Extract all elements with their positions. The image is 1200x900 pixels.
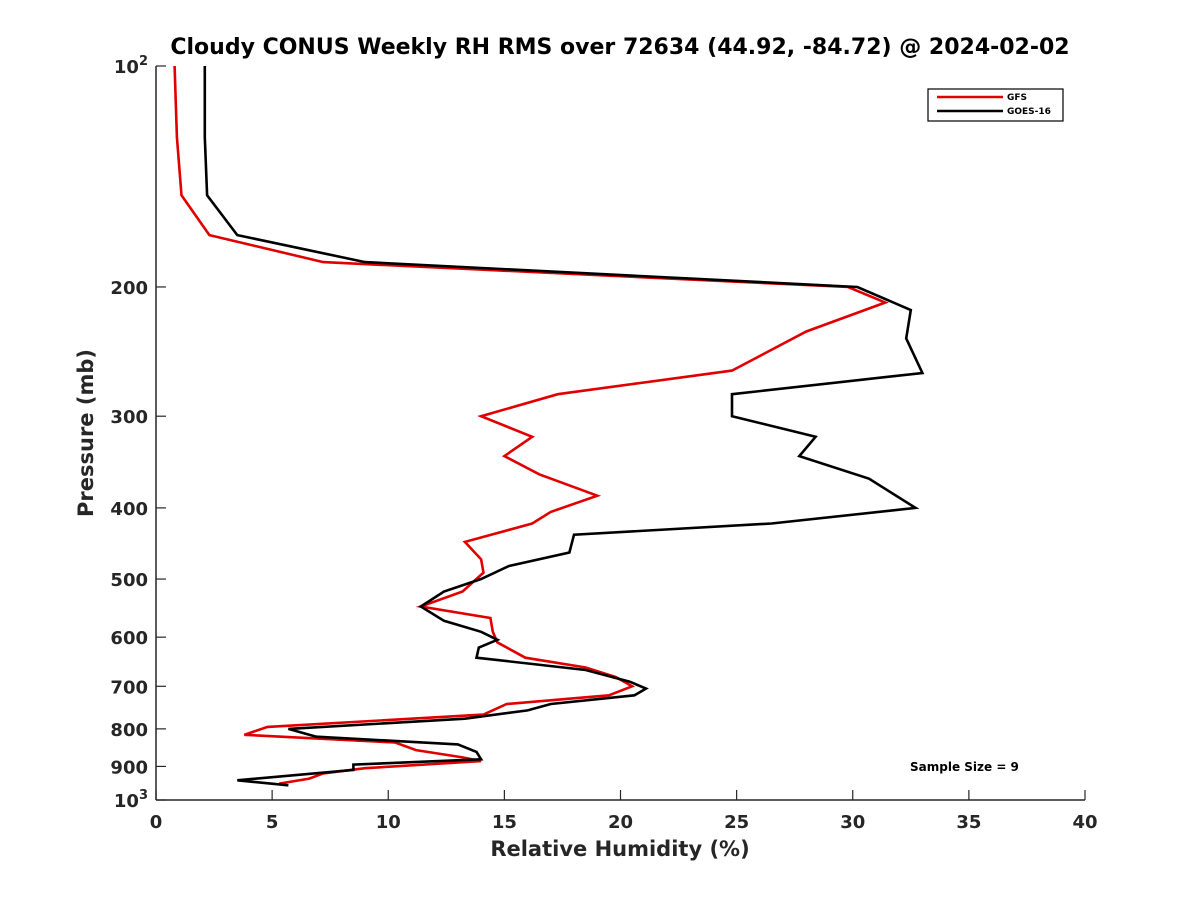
x-tick-label: 0 [150,812,163,833]
legend-label-gfs: GFS [1007,93,1027,103]
y-tick-label: 800 [110,720,148,741]
x-ticks: 0 5 10 15 20 25 30 35 40 [150,790,1098,833]
x-tick-label: 40 [1072,812,1097,833]
x-tick-label: 5 [266,812,279,833]
y-tick-exponent: 3 [139,788,148,803]
y-tick-label: 300 [110,407,148,428]
series-line-goes16 [203,66,925,787]
chart-title: Cloudy CONUS Weekly RH RMS over 72634 (4… [170,35,1069,60]
series-line-gfs [173,65,889,785]
y-axis-label: Pressure (mb) [74,349,98,517]
y-tick-base: 10 [114,791,139,812]
y-tick-label: 103 [114,788,148,812]
x-tick-label: 25 [724,812,749,833]
x-tick-label: 15 [492,812,517,833]
y-tick-exponent: 2 [139,54,148,69]
y-tick-label: 500 [110,570,148,591]
y-tick-label: 400 [110,499,148,520]
sample-size-annotation: Sample Size = 9 [910,760,1019,774]
y-tick-label: 102 [114,54,148,78]
y-tick-label: 600 [110,628,148,649]
y-tick-label: 900 [110,757,148,778]
x-axis-label: Relative Humidity (%) [490,837,749,861]
legend-label-goes16: GOES-16 [1007,107,1051,117]
y-tick-base: 10 [114,57,139,78]
x-tick-label: 20 [608,812,633,833]
legend: GFS GOES-16 [927,88,1064,122]
x-tick-label: 35 [956,812,981,833]
legend-box [927,88,1064,122]
series-layer [173,65,925,787]
y-tick-label: 700 [110,677,148,698]
x-tick-label: 10 [376,812,401,833]
x-tick-label: 30 [840,812,865,833]
y-tick-label: 200 [110,278,148,299]
